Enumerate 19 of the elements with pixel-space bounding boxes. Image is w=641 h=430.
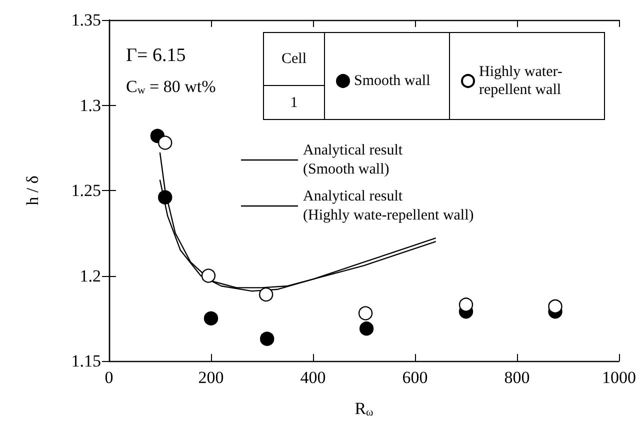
y-axis-title: h / δ (23, 176, 42, 206)
x-tick-label: 400 (300, 368, 326, 387)
legend-label: Analytical result (Smooth wall) (303, 142, 404, 178)
legend-label: Highly water-repellent wall (479, 64, 562, 98)
y-tick-label: 1.2 (80, 266, 101, 286)
annotation: 1 (264, 86, 324, 120)
x-tick-label: 0 (104, 368, 114, 387)
y-tick-label: 1.3 (80, 96, 101, 115)
annotation: Cell (264, 32, 324, 86)
x-tick-label: 800 (504, 368, 530, 387)
x-tick-label: 1000 (602, 368, 636, 387)
annotation: Γ= 6.15 (126, 45, 186, 66)
legend-label: Smooth wall (354, 73, 430, 89)
x-tick-label: 600 (402, 368, 428, 387)
y-tick-label: 1.35 (71, 10, 101, 30)
x-tick-label: 200 (198, 368, 224, 387)
y-tick-label: 1.15 (71, 352, 101, 370)
y-tick-label: 1.25 (71, 181, 101, 200)
legend-label: Analytical result (Highly wate-repellent wall) (303, 188, 474, 224)
